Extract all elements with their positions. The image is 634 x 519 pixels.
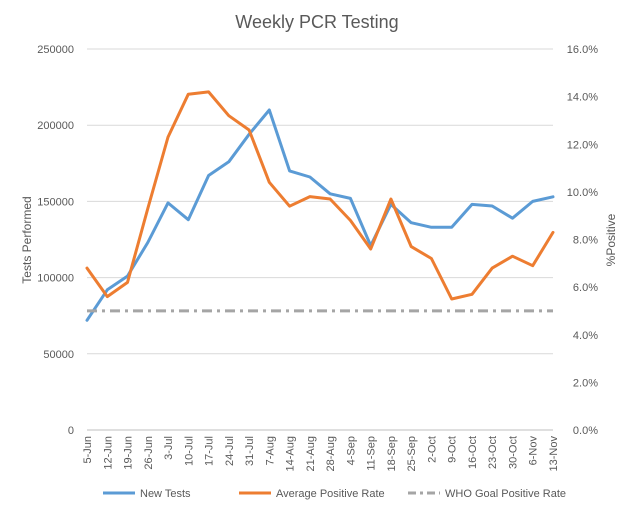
x-tick-label: 30-Oct [507,436,519,469]
x-tick-label: 16-Oct [467,436,479,469]
y-left-axis-title: Tests Performed [20,196,34,283]
y-right-tick-label: 10.0% [567,187,598,199]
y-left-tick-label: 250000 [37,44,74,56]
x-tick-label: 23-Oct [487,436,499,469]
legend: New Tests Average Positive Rate WHO Goal P… [103,488,566,500]
axis-layer: 0 50000 100000 150000 200000 250000 0.0% 2.0% 4.… [37,44,598,471]
x-tick-label: 2-Oct [426,436,438,463]
x-tick-label: 25-Sep [406,436,418,471]
x-tick-label: 7-Aug [264,436,276,465]
x-tick-label: 5-Jun [82,436,94,464]
x-tick-label: 4-Sep [345,436,357,465]
y-right-tick-label: 6.0% [573,282,598,294]
x-tick-label: 6-Nov [528,436,540,466]
series-layer [85,90,555,322]
y-left-tick-label: 200000 [37,120,74,132]
legend-label-2: Average Positive Rate [276,488,385,500]
grid-layer [87,48,553,355]
x-tick-label: 12-Jun [102,436,114,470]
x-tick-label: 31-Jul [244,436,256,466]
x-tick-label: 28-Aug [325,436,337,471]
y-right-tick-label: 2.0% [573,377,598,389]
x-tick-label: 14-Aug [285,436,297,471]
chart-title: Weekly PCR Testing [235,12,398,32]
x-tick-label: 19-Jun [123,436,135,470]
x-tick-label: 11-Sep [366,436,378,471]
series-line-2 [85,90,555,301]
y-right-tick-label: 12.0% [567,139,598,151]
y-right-tick-label: 16.0% [567,44,598,56]
legend-label-3: WHO Goal Positive Rate [445,488,566,500]
y-right-tick-label: 0.0% [573,425,598,437]
x-tick-label: 10-Jul [183,436,195,466]
y-left-tick-label: 150000 [37,196,74,208]
y-right-tick-label: 8.0% [573,235,598,247]
x-tick-label: 24-Jul [224,436,236,466]
x-tick-label: 21-Aug [305,436,317,471]
x-tick-label: 3-Jul [163,436,175,460]
y-left-tick-label: 0 [68,425,74,437]
series-line-1 [85,108,555,322]
legend-label-1: New Tests [140,488,191,500]
y-left-tick-label: 100000 [37,273,74,285]
x-tick-label: 9-Oct [447,436,459,463]
x-tick-label: 13-Nov [548,436,560,472]
y-right-axis-title: %Positive [604,213,618,266]
x-tick-label: 18-Sep [386,436,398,471]
y-right-tick-label: 14.0% [567,92,598,104]
y-left-tick-label: 50000 [43,349,74,361]
x-tick-label: 26-Jun [143,436,155,470]
y-right-tick-label: 4.0% [573,330,598,342]
x-tick-label: 17-Jul [204,436,216,466]
